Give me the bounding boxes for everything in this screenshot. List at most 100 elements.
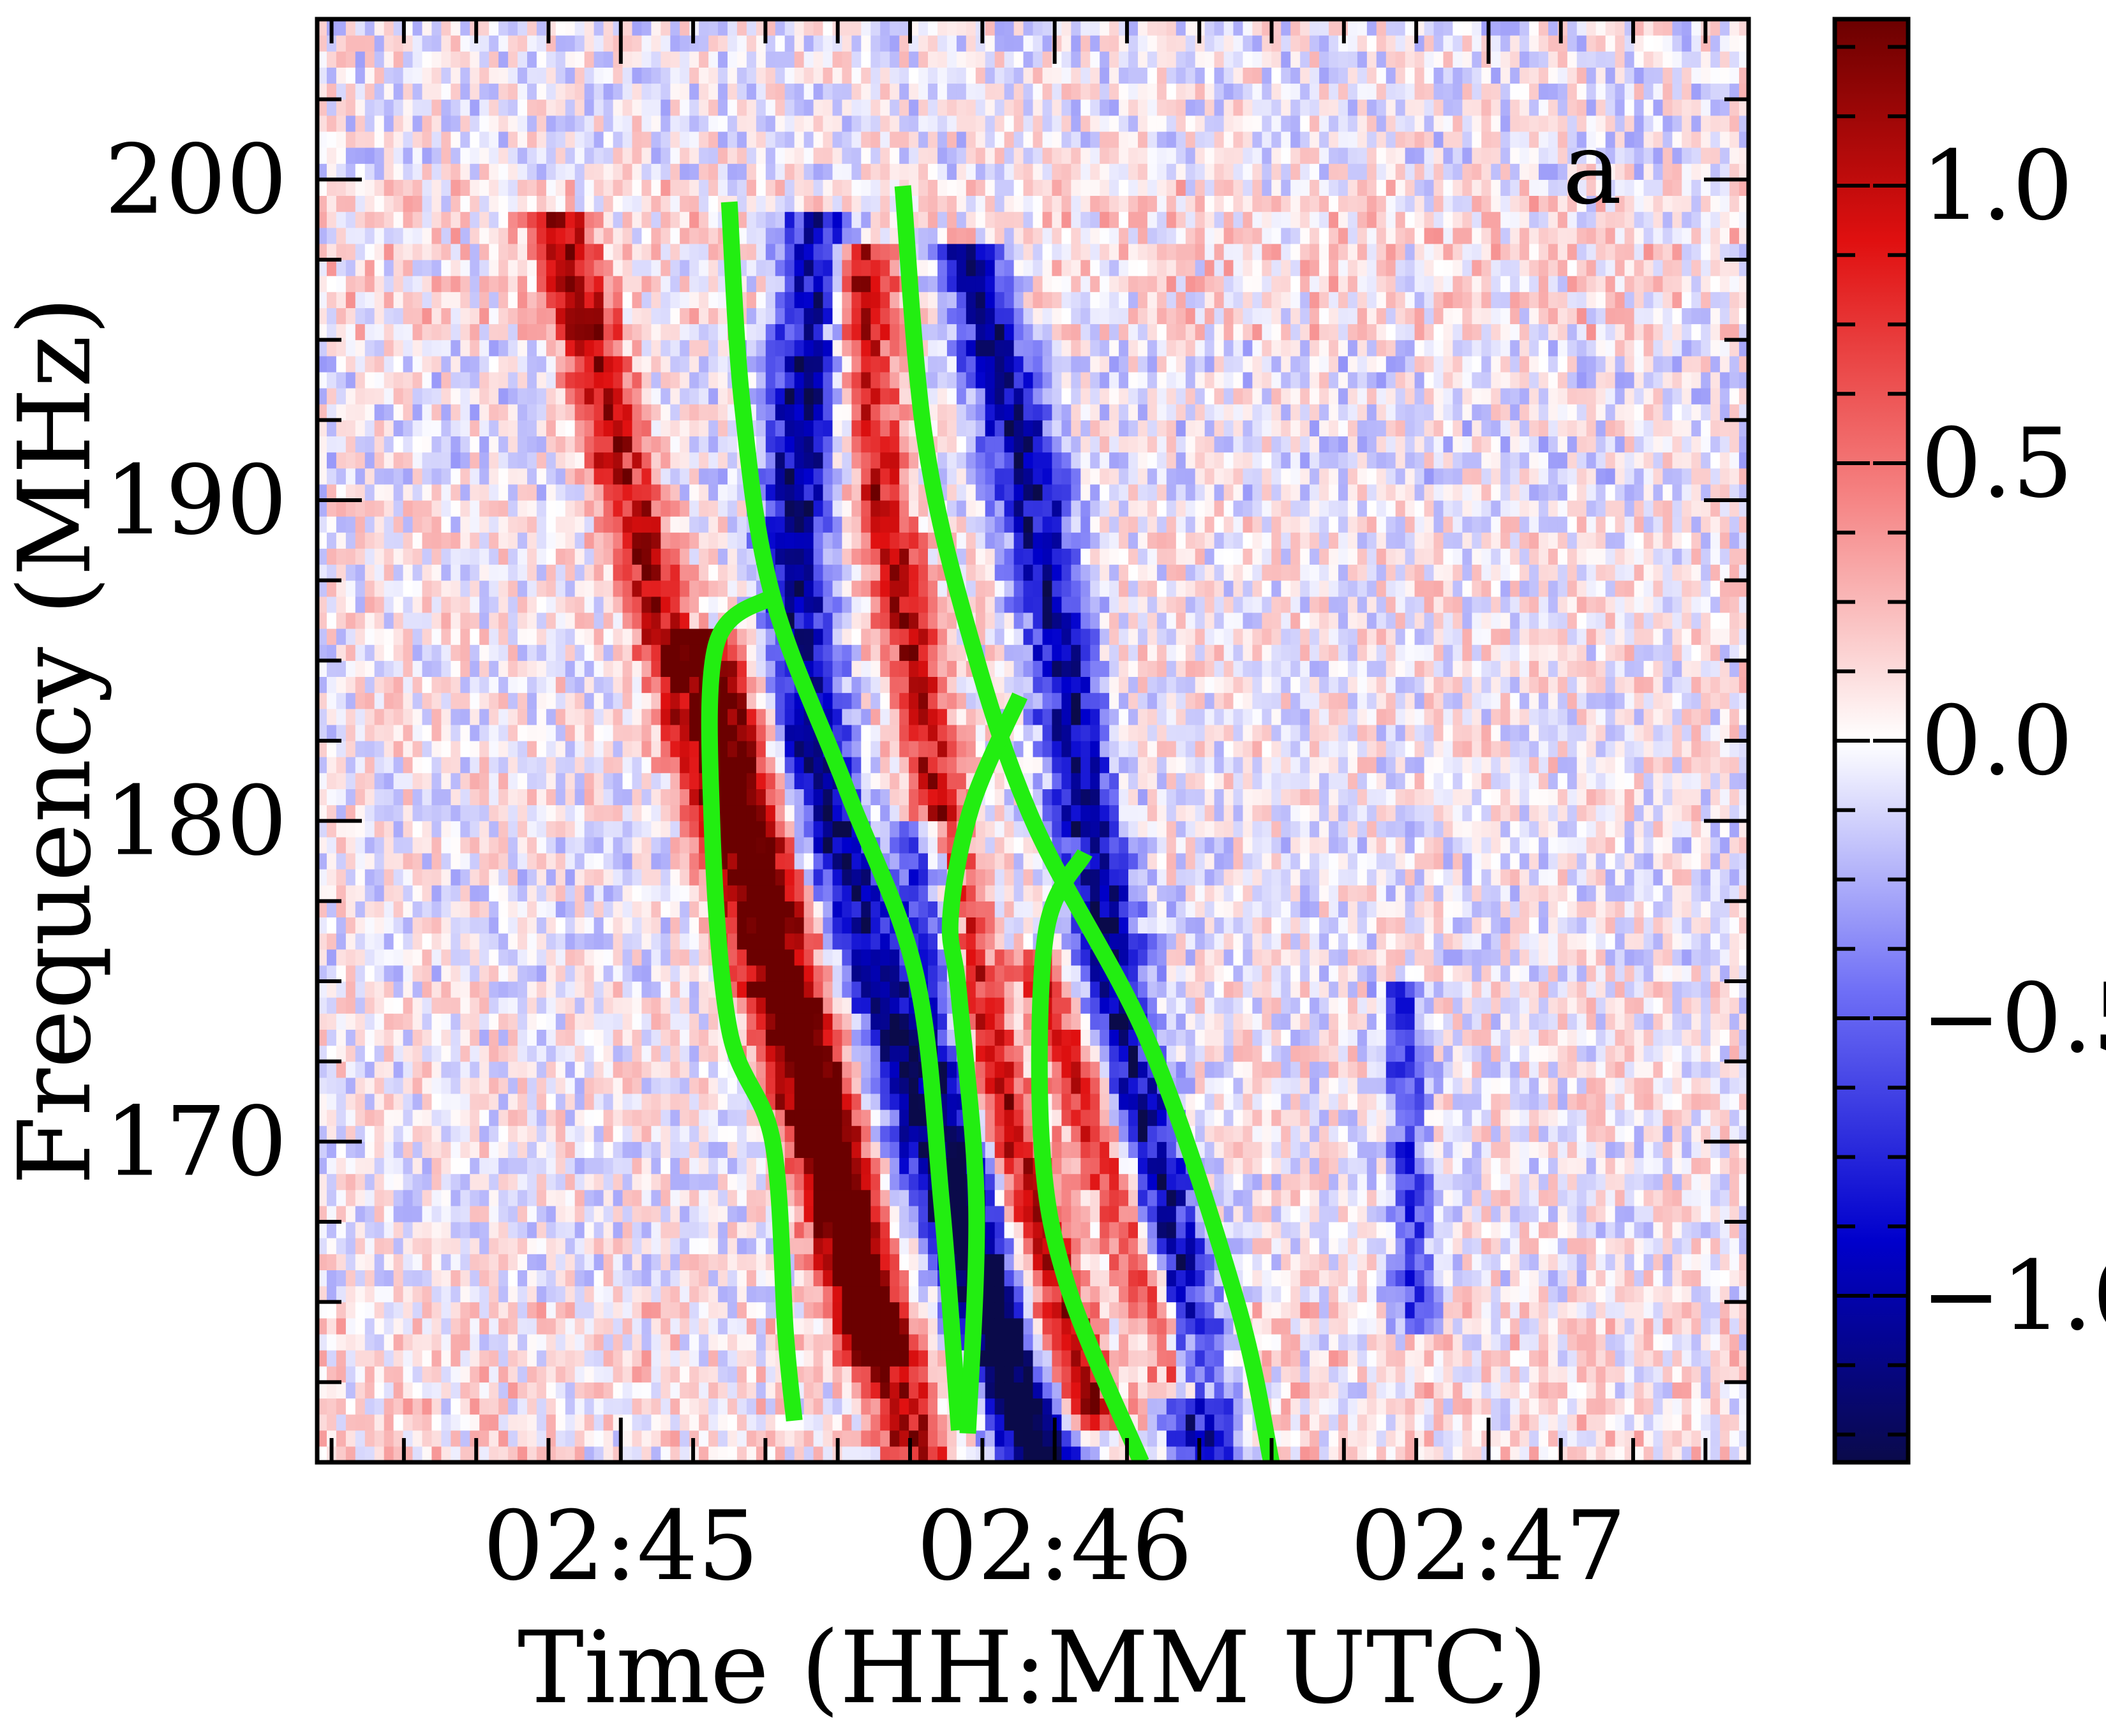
heatmap-cell bbox=[861, 1077, 871, 1094]
heatmap-cell bbox=[1300, 1398, 1310, 1415]
heatmap-cell bbox=[1481, 1173, 1491, 1191]
heatmap-cell bbox=[1720, 1270, 1730, 1287]
heatmap-cell bbox=[1472, 1045, 1482, 1062]
heatmap-cell bbox=[1576, 1077, 1587, 1094]
heatmap-cell bbox=[1185, 1189, 1196, 1206]
heatmap-cell bbox=[1023, 1302, 1034, 1319]
heatmap-cell bbox=[1013, 981, 1024, 998]
heatmap-cell bbox=[1195, 1350, 1206, 1367]
heatmap-cell bbox=[1605, 1366, 1616, 1383]
heatmap-cell bbox=[1653, 1013, 1664, 1030]
heatmap-cell bbox=[1710, 1238, 1721, 1254]
heatmap-cell bbox=[1223, 933, 1234, 950]
heatmap-cell bbox=[1576, 1045, 1587, 1062]
heatmap-cell bbox=[1204, 965, 1215, 982]
heatmap-cell bbox=[546, 1029, 556, 1046]
heatmap-cell bbox=[851, 1093, 862, 1110]
heatmap-cell bbox=[403, 1157, 414, 1175]
heatmap-cell bbox=[1128, 1398, 1139, 1415]
heatmap-cell bbox=[708, 1302, 719, 1319]
heatmap-cell bbox=[1204, 1109, 1215, 1126]
heatmap-cell bbox=[899, 1141, 909, 1158]
heatmap-cell bbox=[422, 1317, 433, 1335]
heatmap-cell bbox=[441, 1013, 451, 1030]
heatmap-cell bbox=[345, 1109, 356, 1126]
heatmap-cell bbox=[374, 981, 385, 998]
heatmap-cell bbox=[460, 933, 470, 950]
heatmap-cell bbox=[441, 1157, 451, 1175]
heatmap-cell bbox=[670, 1238, 680, 1254]
heatmap-cell bbox=[1615, 1270, 1625, 1287]
heatmap-cell bbox=[518, 1446, 528, 1462]
heatmap-cell bbox=[861, 997, 871, 1014]
heatmap-cell bbox=[1004, 1205, 1015, 1222]
heatmap-cell bbox=[1366, 1205, 1377, 1222]
heatmap-cell bbox=[1557, 1125, 1568, 1142]
heatmap-cell bbox=[384, 1254, 394, 1270]
heatmap-cell bbox=[1195, 1270, 1206, 1287]
heatmap-cell bbox=[460, 1205, 470, 1222]
heatmap-cell bbox=[1080, 1077, 1091, 1094]
heatmap-cell bbox=[1500, 1430, 1511, 1447]
heatmap-cell bbox=[1366, 1141, 1377, 1158]
heatmap-cell bbox=[546, 997, 556, 1014]
heatmap-cell bbox=[736, 1398, 747, 1415]
heatmap-cell bbox=[641, 1061, 652, 1078]
heatmap-cell bbox=[1595, 933, 1606, 950]
heatmap-cell bbox=[1433, 1222, 1444, 1238]
heatmap-cell bbox=[823, 1205, 833, 1222]
heatmap-cell bbox=[1195, 1109, 1206, 1126]
heatmap-cell bbox=[1290, 1077, 1301, 1094]
heatmap-cell bbox=[890, 949, 900, 966]
heatmap-cell bbox=[1433, 1254, 1444, 1270]
heatmap-cell bbox=[1147, 997, 1158, 1014]
heatmap-cell bbox=[1348, 997, 1358, 1014]
heatmap-cell bbox=[1376, 997, 1387, 1014]
heatmap-cell bbox=[364, 1254, 375, 1270]
heatmap-cell bbox=[1300, 1125, 1310, 1142]
heatmap-cell bbox=[1701, 1302, 1711, 1319]
heatmap-cell bbox=[1643, 1286, 1654, 1303]
heatmap-cell bbox=[603, 1382, 614, 1398]
heatmap-cell bbox=[718, 1317, 728, 1335]
heatmap-cell bbox=[603, 1430, 614, 1447]
heatmap-cell bbox=[1262, 1125, 1272, 1142]
heatmap-cell bbox=[594, 1125, 604, 1142]
heatmap-cell bbox=[1729, 1446, 1740, 1462]
heatmap-cell bbox=[1004, 1077, 1015, 1094]
heatmap-cell bbox=[1252, 1238, 1262, 1254]
heatmap-cell bbox=[1443, 1414, 1454, 1431]
heatmap-cell bbox=[870, 1125, 881, 1142]
heatmap-cell bbox=[1672, 1317, 1682, 1335]
heatmap-cell bbox=[1586, 1029, 1597, 1046]
heatmap-cell bbox=[641, 997, 652, 1014]
heatmap-cell bbox=[574, 1157, 585, 1175]
heatmap-cell bbox=[851, 1302, 862, 1319]
heatmap-cell bbox=[546, 1398, 556, 1415]
heatmap-cell bbox=[603, 1061, 614, 1078]
heatmap-cell bbox=[527, 949, 537, 966]
heatmap-cell bbox=[393, 1317, 404, 1335]
heatmap-cell bbox=[632, 1013, 643, 1030]
heatmap-cell bbox=[1023, 1077, 1034, 1094]
heatmap-cell bbox=[345, 1286, 356, 1303]
heatmap-cell bbox=[946, 1157, 957, 1175]
heatmap-cell bbox=[1634, 1222, 1645, 1238]
heatmap-cell bbox=[1634, 1061, 1645, 1078]
heatmap-cell bbox=[1290, 1430, 1301, 1447]
heatmap-cell bbox=[1013, 997, 1024, 1014]
heatmap-cell bbox=[1147, 949, 1158, 966]
heatmap-cell bbox=[1147, 1270, 1158, 1287]
heatmap-cell bbox=[1586, 997, 1597, 1014]
heatmap-cell bbox=[1443, 1254, 1454, 1270]
heatmap-cell bbox=[1310, 1013, 1320, 1030]
heatmap-cell bbox=[746, 1109, 757, 1126]
heatmap-cell bbox=[1310, 997, 1320, 1014]
heatmap-cell bbox=[1548, 1141, 1558, 1158]
heatmap-cell bbox=[403, 1061, 414, 1078]
heatmap-cell bbox=[756, 1205, 766, 1222]
heatmap-cell bbox=[1653, 981, 1664, 998]
heatmap-cell bbox=[1176, 1189, 1186, 1206]
heatmap-cell bbox=[622, 1029, 633, 1046]
heatmap-cell bbox=[1281, 1173, 1291, 1191]
